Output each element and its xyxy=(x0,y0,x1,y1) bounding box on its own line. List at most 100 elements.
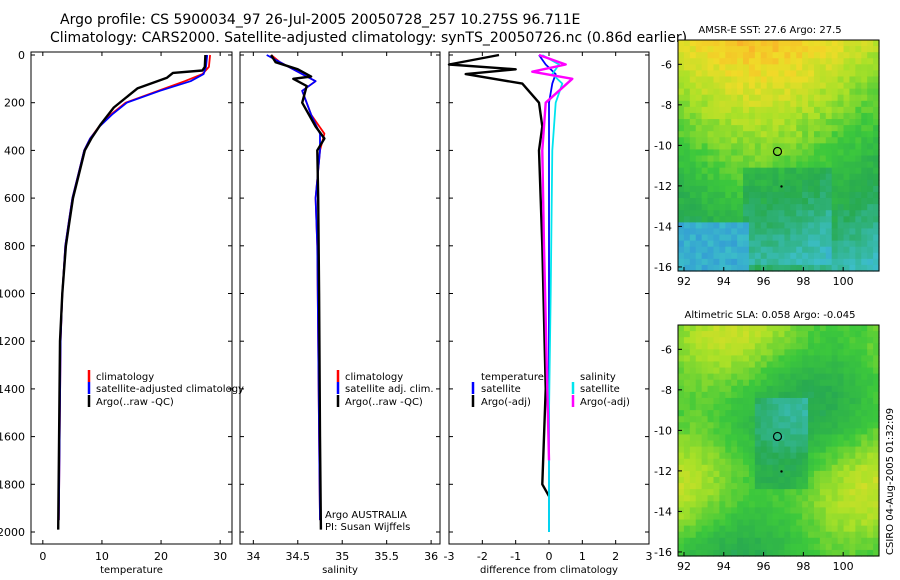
sla-cell xyxy=(731,525,738,533)
sla-cell xyxy=(719,391,726,399)
sla-cell xyxy=(683,404,691,411)
sst-cell xyxy=(831,106,839,114)
sla-cell xyxy=(790,355,797,363)
sst-cell xyxy=(831,173,839,181)
sst-cell xyxy=(731,173,738,181)
sla-cell xyxy=(867,483,874,490)
sst-cell xyxy=(689,143,697,151)
sst-cell xyxy=(766,167,774,175)
sst-cell xyxy=(778,185,786,193)
sst-cell xyxy=(790,88,797,96)
sla-cell xyxy=(849,501,856,508)
sst-cell xyxy=(843,216,851,223)
sla-cell xyxy=(772,410,780,417)
sst-cell xyxy=(796,222,803,230)
sla-cell xyxy=(855,519,862,527)
sst-cell xyxy=(695,204,703,211)
sla-cell xyxy=(695,428,703,436)
sst-cell xyxy=(683,173,691,181)
sla-cell xyxy=(837,549,845,557)
sst-cell xyxy=(713,82,720,90)
sst-cell xyxy=(707,210,715,217)
sst-cell xyxy=(843,155,851,163)
sla-cell xyxy=(819,464,827,472)
sst-cell xyxy=(731,210,738,217)
sst-cell xyxy=(713,58,720,65)
sst-cell xyxy=(873,82,880,90)
sla-cell xyxy=(843,355,851,363)
sst-cell xyxy=(689,216,697,223)
sla-cell xyxy=(867,337,874,344)
sla-cell xyxy=(861,525,868,533)
sst-cell xyxy=(790,112,797,120)
sla-cell xyxy=(867,507,874,515)
sla-cell xyxy=(719,349,726,356)
sst-cell xyxy=(861,240,868,248)
sla-cell xyxy=(861,489,868,496)
sla-cell xyxy=(796,404,803,411)
sst-cell xyxy=(760,46,768,53)
sst-cell xyxy=(873,258,880,266)
sst-cell xyxy=(837,234,845,242)
sst-cell xyxy=(778,70,786,78)
sla-cell xyxy=(849,361,856,369)
sst-cell xyxy=(678,210,685,217)
sst-cell xyxy=(837,210,845,217)
sst-cell xyxy=(873,46,880,53)
sla-cell xyxy=(843,470,851,478)
sst-cell xyxy=(731,179,738,187)
sla-cell xyxy=(837,355,845,363)
sla-cell xyxy=(808,373,815,381)
sst-cell xyxy=(695,258,703,266)
sla-cell xyxy=(772,355,780,363)
sla-cell xyxy=(707,428,715,436)
sla-cell xyxy=(855,343,862,350)
sla-cell xyxy=(843,428,851,436)
sst-cell xyxy=(802,76,809,84)
sla-cell xyxy=(760,428,768,436)
sla-cell xyxy=(760,525,768,533)
sst-cell xyxy=(778,52,786,59)
sst-cell xyxy=(707,222,715,230)
sst-cell xyxy=(725,70,732,78)
sla-cell xyxy=(748,361,756,369)
sla-cell xyxy=(867,543,874,551)
sla-cell xyxy=(831,331,839,338)
sla-cell xyxy=(743,361,750,369)
sla-cell xyxy=(784,410,791,417)
sla-cell xyxy=(843,458,851,466)
sla-cell xyxy=(825,489,833,496)
sst-cell xyxy=(825,228,833,236)
sla-cell xyxy=(748,446,756,454)
sst-cell xyxy=(737,52,744,59)
sla-cell xyxy=(713,337,720,344)
sla-cell xyxy=(849,373,856,381)
sla-cell xyxy=(796,343,803,350)
sst-cell xyxy=(861,246,868,254)
sst-cell xyxy=(719,191,726,199)
temp-xlabel: temperature xyxy=(100,565,163,576)
sla-cell xyxy=(678,428,685,436)
sla-cell xyxy=(725,331,732,338)
sst-cell xyxy=(861,143,868,151)
sst-cell xyxy=(683,204,691,211)
sst-cell xyxy=(731,137,738,144)
sla-cell xyxy=(873,440,880,448)
sst-cell xyxy=(813,46,821,53)
sla-cell xyxy=(707,355,715,363)
sla-cell xyxy=(731,391,738,399)
sla-cell xyxy=(778,361,786,369)
sst-cell xyxy=(725,234,732,242)
sst-cell xyxy=(873,149,880,157)
sla-cell xyxy=(796,543,803,551)
sla-cell xyxy=(784,543,791,551)
sst-cell xyxy=(695,210,703,217)
sst-cell xyxy=(748,64,756,71)
sst-cell xyxy=(707,125,715,132)
sla-cell xyxy=(766,440,774,448)
sla-cell xyxy=(748,391,756,399)
sla-cell xyxy=(713,349,720,356)
sla-cell xyxy=(683,337,691,344)
sst-cell xyxy=(819,82,827,90)
sla-cell xyxy=(784,440,791,448)
